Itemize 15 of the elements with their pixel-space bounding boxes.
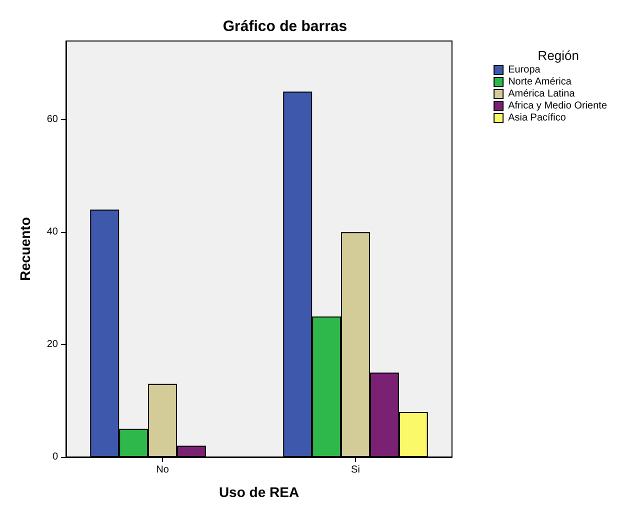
legend-label: Europa [508, 64, 541, 76]
y-axis-title: Recuento [17, 217, 33, 281]
x-tick-label: Si [351, 464, 360, 476]
legend-label: Norte América [508, 76, 572, 88]
x-tick-label: No [156, 464, 170, 476]
y-tick-label: 20 [46, 339, 58, 350]
y-tick-label: 60 [46, 114, 58, 126]
legend-title: Región [538, 48, 580, 63]
legend-label: Asia Pacífico [508, 112, 566, 124]
x-axis-title: Uso de REA [218, 484, 300, 500]
y-tick-label: 0 [52, 452, 58, 462]
legend-label: Africa y Medio Oriente [508, 100, 608, 112]
legend-label: América Latina [508, 88, 576, 100]
y-tick-label: 40 [46, 226, 58, 238]
chart-title: Gráfico de barras [222, 18, 348, 35]
